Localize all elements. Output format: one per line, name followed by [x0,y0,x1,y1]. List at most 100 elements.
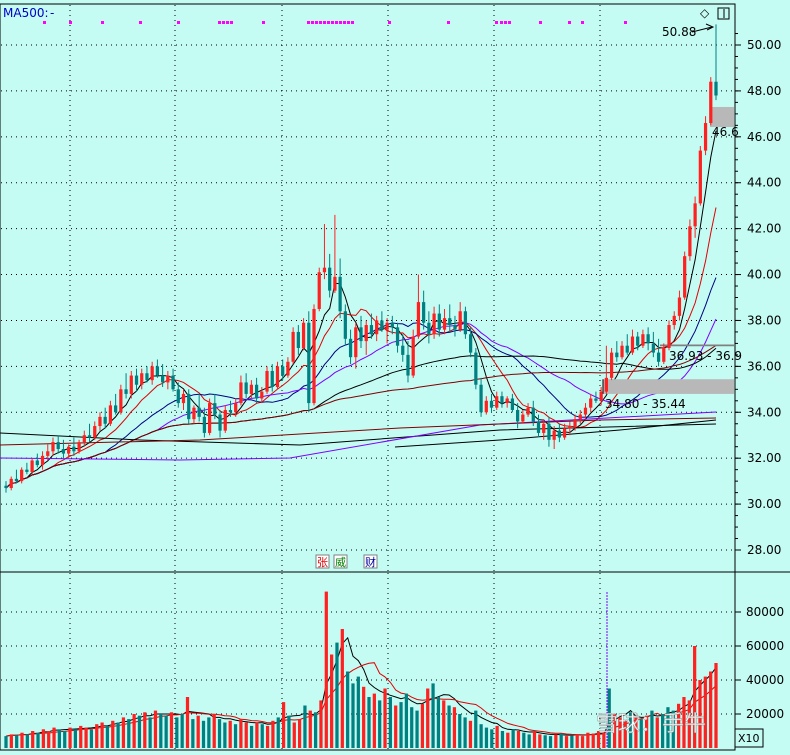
candle-body [51,442,55,452]
volume-bar [303,705,307,748]
band-low [603,379,734,394]
panel-toggle-icon[interactable] [717,7,730,20]
watermark: 雪球：手牛 [596,712,706,737]
marker-dot [331,21,334,24]
candle-body [9,478,13,489]
candle-body [166,375,170,383]
candle-body [667,325,671,348]
volume-bar [249,725,254,748]
price-tick-label: 46.00 [747,130,781,144]
candle-body [20,469,24,482]
volume-bar [95,724,99,748]
volume-bar [20,732,24,748]
volume-bar [201,720,206,748]
volume-tick-label: 20000 [746,707,784,721]
volume-bar [132,714,136,748]
marker-dot [495,21,498,24]
price-tick-label: 32.00 [747,451,781,465]
volume-bar [175,717,179,748]
volume-bar [351,683,355,748]
volume-bar [121,717,126,748]
volume-bar [399,702,403,748]
candle-body [683,256,687,298]
candle-body [140,373,144,385]
volume-bar [100,722,104,748]
volume-bar [687,700,691,748]
candle-body [202,416,207,433]
candle-body [390,322,394,328]
volume-bar [378,700,382,748]
candle-body [296,331,300,348]
volume-bar [410,707,414,748]
candle-body [155,366,160,376]
volume-bar [703,676,707,748]
price-tick-label: 30.00 [747,497,781,511]
candle-body [693,203,697,227]
candle-body [181,393,186,404]
volume-bar [516,731,521,748]
candle-body [380,320,384,330]
candle-body [281,366,285,376]
volume-bar [709,671,713,748]
volume-bar [223,722,227,748]
candle-body [249,384,253,394]
volume-bar [212,714,216,748]
candle-body [4,485,8,489]
candle-body [61,449,66,454]
volume-bar [271,720,275,748]
volume-bar [511,729,515,748]
candle-body [714,81,718,96]
candle-body [510,398,515,410]
volume-bar [191,719,195,748]
candle-body [108,405,113,424]
volume-bar [693,646,697,748]
candle-body [260,391,264,399]
volume-bar [47,731,51,748]
candle-body [458,311,462,330]
volume-bar [73,729,78,748]
volume-bar [474,710,478,748]
volume-bar [484,727,489,748]
event-marker-cai[interactable]: 财 [363,554,378,569]
volume-bar [522,732,526,748]
marker-dot [504,21,507,24]
candle-body [620,345,624,358]
volume-bar [714,663,718,748]
candle-body [401,345,405,355]
diamond-icon[interactable]: ◇ [700,6,710,20]
volume-bar [297,719,302,748]
volume-bar [596,731,601,748]
volume-bar [666,707,670,748]
event-marker-zhang[interactable]: 张 [315,554,330,569]
volume-bar [159,714,163,748]
volume-bar [479,724,483,748]
candle-body [578,414,582,420]
marker-dot [508,21,511,24]
candle-body [40,455,45,466]
volume-bar [644,715,649,748]
volume-bar [639,719,643,748]
candle-body [312,308,316,404]
volume-bar [548,736,553,748]
high-price-arrow [691,26,713,33]
candle-body [192,407,196,420]
marker-dot [624,21,627,24]
candle-body [500,396,504,404]
candle-body [469,334,473,353]
candle-body [228,409,233,413]
event-marker-wei[interactable]: 威 [333,554,348,569]
candle-body [134,375,139,385]
candle-body [218,414,222,431]
candle-body [677,297,682,316]
candle-body [67,446,71,454]
candle-body [197,407,201,417]
volume-bar [420,703,425,748]
volume-bar [41,729,45,748]
price-tick-label: 48.00 [747,84,781,98]
marker-dot [218,21,221,24]
volume-bars [4,591,718,748]
volume-bar [63,731,67,748]
candle-body [322,267,327,273]
